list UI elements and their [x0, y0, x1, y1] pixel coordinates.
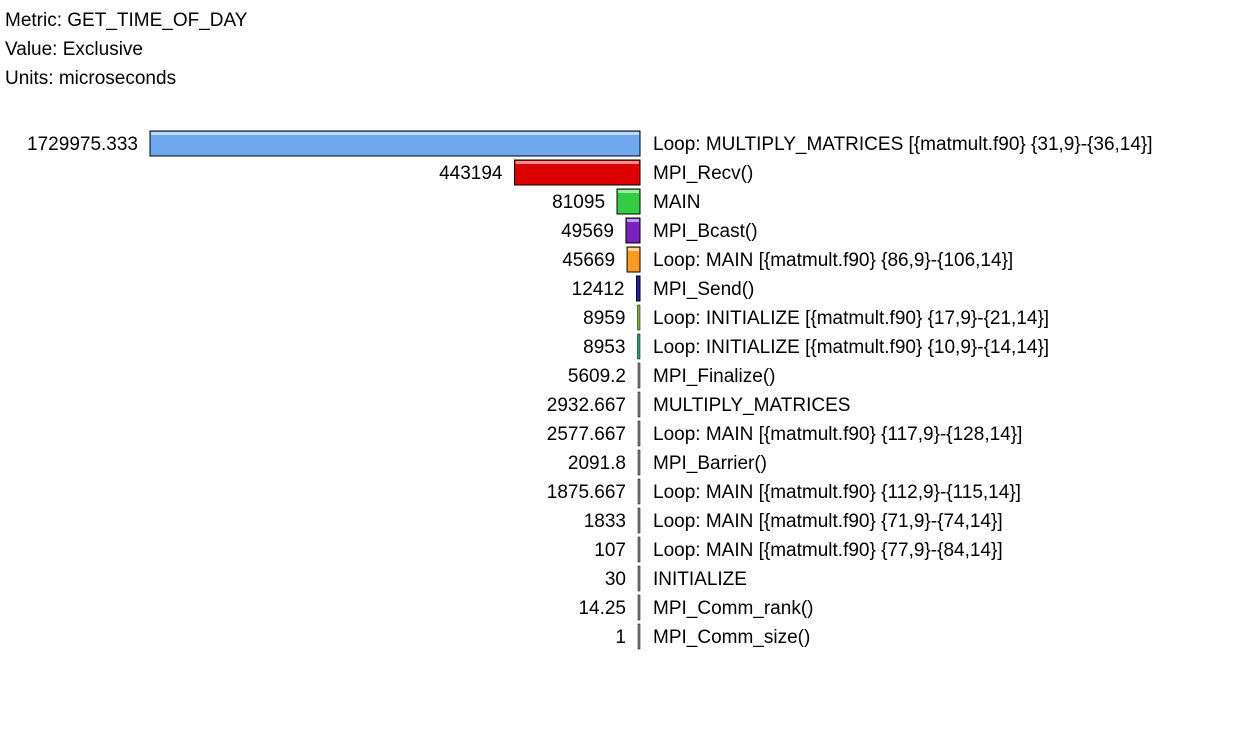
bar[interactable]: [625, 217, 641, 244]
bar-highlight: [626, 219, 639, 222]
category-label[interactable]: Loop: MAIN [{matmult.f90} {77,9}-{84,14}…: [653, 540, 1003, 561]
category-label[interactable]: MPI_Send(): [653, 279, 754, 300]
category-label[interactable]: Loop: MAIN [{matmult.f90} {117,9}-{128,1…: [653, 424, 1022, 445]
bar-highlight: [515, 161, 639, 164]
category-label[interactable]: Loop: INITIALIZE [{matmult.f90} {17,9}-{…: [653, 308, 1049, 329]
value-label: 30: [605, 569, 626, 590]
value-label: 2091.8: [568, 453, 626, 474]
value-label: 8959: [583, 308, 625, 329]
bar[interactable]: [637, 333, 641, 360]
value-label: 2577.667: [547, 424, 626, 445]
value-label: 5609.2: [568, 366, 626, 387]
value-label: 14.25: [578, 598, 626, 619]
bar[interactable]: [637, 420, 641, 447]
units-label: Units:: [5, 68, 54, 89]
bar[interactable]: [513, 159, 641, 186]
value-label: 1729975.333: [27, 134, 138, 155]
value-label: 1833: [584, 511, 626, 532]
bar[interactable]: [149, 130, 641, 157]
bar-highlight: [151, 132, 639, 135]
category-label[interactable]: INITIALIZE: [653, 569, 747, 590]
value-label: 8953: [583, 337, 625, 358]
category-label[interactable]: Loop: MULTIPLY_MATRICES [{matmult.f90} {…: [653, 134, 1153, 155]
category-label[interactable]: MPI_Barrier(): [653, 453, 767, 474]
value-label: 2932.667: [547, 395, 626, 416]
bar[interactable]: [637, 362, 641, 389]
metric-header: Metric: GET_TIME_OF_DAY Value: Exclusive…: [5, 6, 247, 93]
value-type-value: Exclusive: [62, 39, 143, 60]
category-label[interactable]: Loop: INITIALIZE [{matmult.f90} {10,9}-{…: [653, 337, 1049, 358]
bar[interactable]: [637, 565, 641, 592]
category-label[interactable]: Loop: MAIN [{matmult.f90} {86,9}-{106,14…: [653, 250, 1013, 271]
category-label[interactable]: MPI_Comm_size(): [653, 627, 810, 648]
bar[interactable]: [637, 304, 641, 331]
value-type-label: Value:: [5, 39, 58, 60]
category-label[interactable]: Loop: MAIN [{matmult.f90} {71,9}-{74,14}…: [653, 511, 1003, 532]
bar[interactable]: [626, 246, 641, 273]
category-label[interactable]: MULTIPLY_MATRICES: [653, 395, 850, 416]
bar[interactable]: [616, 188, 641, 215]
bar[interactable]: [637, 536, 641, 563]
value-label: 1875.667: [547, 482, 626, 503]
bar[interactable]: [637, 478, 641, 505]
bar[interactable]: [637, 623, 641, 650]
bar[interactable]: [637, 391, 641, 418]
category-label[interactable]: MAIN: [653, 192, 701, 213]
metric-row: Metric: GET_TIME_OF_DAY: [5, 6, 247, 35]
value-label: 49569: [561, 221, 614, 242]
metric-value: GET_TIME_OF_DAY: [67, 10, 248, 31]
value-label: 1: [615, 627, 626, 648]
value-label: 443194: [439, 163, 503, 184]
value-label: 45669: [562, 250, 615, 271]
bar-highlight: [628, 248, 639, 251]
value-label: 107: [594, 540, 626, 561]
metric-label: Metric:: [5, 10, 62, 31]
category-label[interactable]: MPI_Comm_rank(): [653, 598, 813, 619]
units-row: Units: microseconds: [5, 64, 247, 93]
units-value: microseconds: [58, 68, 177, 89]
category-label[interactable]: Loop: MAIN [{matmult.f90} {112,9}-{115,1…: [653, 482, 1021, 503]
bar[interactable]: [637, 449, 641, 476]
bar[interactable]: [635, 275, 641, 302]
value-label: 81095: [552, 192, 605, 213]
bar[interactable]: [637, 594, 641, 621]
value-label: 12412: [572, 279, 625, 300]
category-label[interactable]: MPI_Recv(): [653, 163, 753, 184]
value-type-row: Value: Exclusive: [5, 35, 247, 64]
category-label[interactable]: MPI_Bcast(): [653, 221, 758, 242]
bar-highlight: [618, 190, 639, 193]
bar[interactable]: [637, 507, 641, 534]
category-label[interactable]: MPI_Finalize(): [653, 366, 775, 387]
